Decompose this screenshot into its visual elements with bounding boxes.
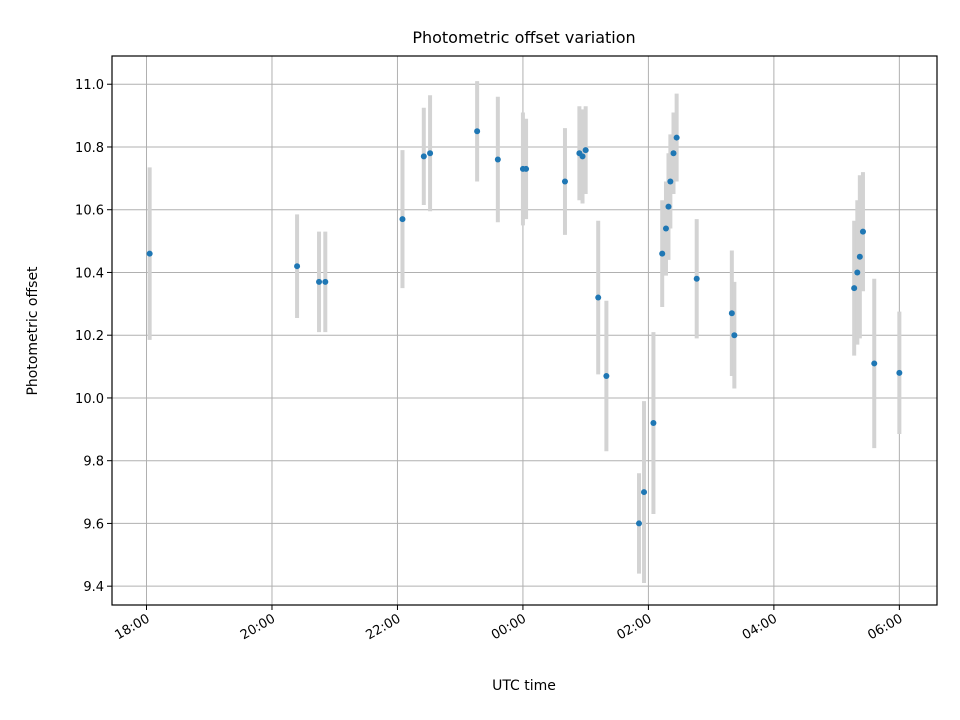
data-point bbox=[399, 216, 406, 223]
data-point bbox=[561, 178, 568, 185]
data-point bbox=[650, 420, 657, 427]
data-point bbox=[731, 332, 738, 339]
x-tick-label: 20:00 bbox=[238, 611, 278, 643]
chart-title: Photometric offset variation bbox=[412, 28, 635, 47]
x-axis-label: UTC time bbox=[492, 678, 556, 694]
data-point bbox=[474, 128, 481, 135]
axis-ticks: 18:00 20:00 22:00 00:00 02:00 04:00 06:00 9.4 9.… bbox=[75, 78, 905, 643]
x-tick-label: 02:00 bbox=[614, 611, 654, 643]
data-point bbox=[871, 360, 878, 367]
data-point bbox=[667, 178, 674, 185]
data-point bbox=[641, 489, 648, 496]
x-tick-label: 22:00 bbox=[364, 611, 404, 643]
x-tick-label: 04:00 bbox=[740, 611, 780, 643]
y-tick-label: 9.4 bbox=[83, 580, 104, 595]
data-point bbox=[420, 153, 427, 160]
plot-frame bbox=[111, 55, 938, 606]
y-tick-label: 10.4 bbox=[75, 266, 104, 281]
data-point bbox=[316, 278, 323, 285]
data-point bbox=[728, 310, 735, 317]
data-point bbox=[427, 150, 434, 157]
data-point bbox=[494, 156, 501, 163]
data-point bbox=[294, 263, 301, 270]
data-point bbox=[146, 250, 153, 257]
x-tick-label: 00:00 bbox=[489, 611, 529, 643]
y-tick-label: 10.2 bbox=[75, 329, 104, 344]
data-point bbox=[665, 203, 672, 210]
y-tick-label: 10.6 bbox=[75, 204, 104, 219]
data-point bbox=[523, 165, 530, 172]
y-tick-label: 11.0 bbox=[75, 78, 104, 93]
y-tick-label: 10.8 bbox=[75, 141, 104, 156]
data-point bbox=[896, 369, 903, 376]
data-point bbox=[851, 285, 858, 292]
data-point bbox=[662, 225, 669, 232]
data-point bbox=[693, 275, 700, 282]
data-point bbox=[582, 147, 589, 154]
y-axis-label: Photometric offset bbox=[25, 266, 41, 396]
data-point bbox=[659, 250, 666, 257]
data-point bbox=[856, 253, 863, 260]
y-tick-label: 10.0 bbox=[75, 392, 104, 407]
data-point bbox=[670, 150, 677, 157]
data-point bbox=[673, 134, 680, 141]
data-point bbox=[854, 269, 861, 276]
data-point bbox=[322, 278, 329, 285]
data-point bbox=[603, 372, 610, 379]
y-tick-label: 9.8 bbox=[83, 455, 104, 470]
data-point bbox=[635, 520, 642, 527]
data-series bbox=[146, 81, 903, 584]
x-tick-label: 18:00 bbox=[113, 611, 153, 643]
data-point bbox=[579, 153, 586, 160]
data-point bbox=[859, 228, 866, 235]
y-tick-label: 9.6 bbox=[83, 517, 104, 532]
x-tick-label: 06:00 bbox=[865, 611, 905, 643]
data-point bbox=[595, 294, 602, 301]
